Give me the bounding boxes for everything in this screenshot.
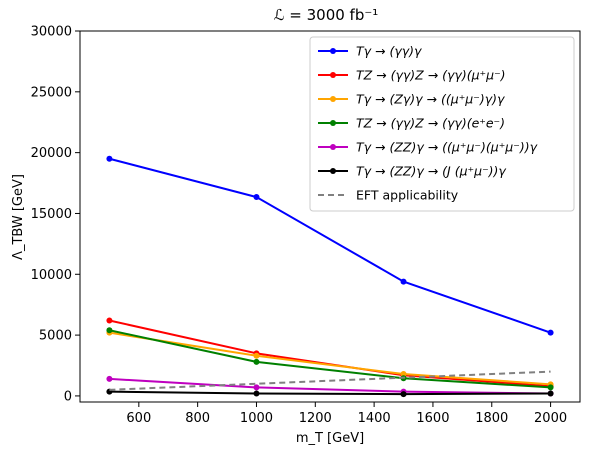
plot-frame <box>79 30 581 403</box>
y-axis-label: Λ_TBW [GeV] <box>11 174 26 260</box>
data-point <box>400 391 407 398</box>
data-point <box>253 194 260 201</box>
legend-marker <box>330 144 336 150</box>
legend-label: TZ → (γγ)Z → (γγ)(μ⁺μ⁻) <box>356 68 506 83</box>
data-point <box>547 390 554 397</box>
x-axis: 600 800 1000 1200 1400 1600 1800 2000 <box>126 402 567 426</box>
data-point <box>253 390 260 397</box>
x-tick-label: 1800 <box>475 411 508 426</box>
legend-label: Tγ → (ZZ)γ → ((μ⁺μ⁻)(μ⁺μ⁻))γ <box>356 140 538 155</box>
x-tick-label: 2000 <box>534 411 567 426</box>
y-tick-label: 25000 <box>31 85 72 100</box>
series-line <box>109 319 551 388</box>
legend-label: Tγ → (Zγ)γ → ((μ⁺μ⁻)γ)γ <box>356 92 505 107</box>
y-axis: 0 5000 10000 15000 20000 25000 30000 <box>31 25 80 404</box>
legend-marker <box>330 72 336 78</box>
series-line <box>109 329 551 389</box>
chart-title: ℒ = 3000 fb⁻¹ <box>274 6 379 24</box>
y-tick-label: 30000 <box>31 25 72 40</box>
data-point <box>547 384 554 391</box>
legend-label: Tγ → (ZZ)γ → (J (μ⁺μ⁻))γ <box>356 164 506 179</box>
plot-area <box>106 155 554 398</box>
y-tick-label: 0 <box>64 389 72 404</box>
data-point <box>253 384 260 391</box>
data-point <box>106 317 113 324</box>
legend-label: EFT applicability <box>356 188 459 203</box>
data-point <box>253 352 260 359</box>
x-axis-label: m_T [GeV] <box>296 431 364 446</box>
legend-marker <box>330 120 336 126</box>
data-point <box>400 278 407 285</box>
legend-box <box>309 36 575 212</box>
data-point <box>547 329 554 336</box>
series-line <box>109 331 551 386</box>
series-line <box>109 157 551 334</box>
legend: Tγ → (γγ)γ TZ → (γγ)Z → (γγ)(μ⁺μ⁻) Tγ → (Z… <box>309 36 575 212</box>
data-point <box>106 155 113 162</box>
legend-label: Tγ → (γγ)γ <box>356 44 422 59</box>
x-tick-label: 1000 <box>240 411 273 426</box>
data-point <box>400 371 407 378</box>
x-tick-label: 600 <box>126 411 151 426</box>
legend-marker <box>330 48 336 54</box>
legend-label: TZ → (γγ)Z → (γγ)(e⁺e⁻) <box>356 116 505 131</box>
legend-marker <box>330 168 336 174</box>
x-tick-label: 800 <box>185 411 210 426</box>
y-tick-label: 15000 <box>31 207 72 222</box>
x-tick-label: 1400 <box>358 411 391 426</box>
series-line <box>109 390 551 396</box>
x-tick-label: 1600 <box>416 411 449 426</box>
legend-marker <box>330 96 336 102</box>
data-point <box>106 375 113 382</box>
y-tick-label: 20000 <box>31 146 72 161</box>
data-point <box>106 327 113 334</box>
y-tick-label: 10000 <box>31 268 72 283</box>
x-tick-label: 1200 <box>299 411 332 426</box>
data-point <box>253 358 260 365</box>
series-line <box>109 370 551 391</box>
y-tick-label: 5000 <box>39 329 72 344</box>
series-line <box>109 377 551 395</box>
